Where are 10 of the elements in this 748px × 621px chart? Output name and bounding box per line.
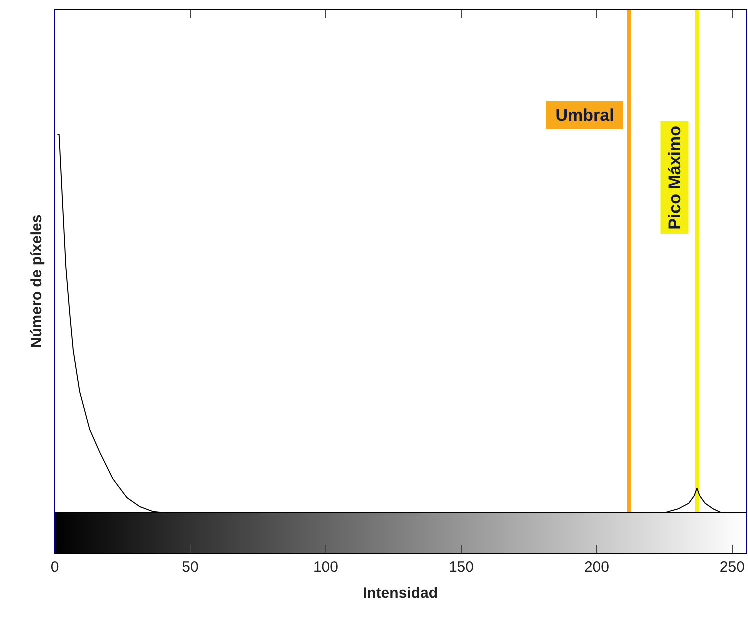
x-tick-label: 50 (182, 559, 199, 576)
x-tick-label: 150 (448, 559, 474, 576)
ref-line-label: Umbral (551, 106, 620, 125)
x-tick-label: 100 (313, 559, 338, 576)
ref-line-label: Pico Máximo (665, 126, 684, 230)
y-axis-title: Número de píxeles (28, 214, 46, 348)
x-tick-label: 250 (720, 559, 745, 576)
x-tick-label: 0 (50, 559, 60, 576)
x-axis-title: Intensidad (362, 585, 438, 602)
x-tick-label: 200 (584, 559, 610, 576)
